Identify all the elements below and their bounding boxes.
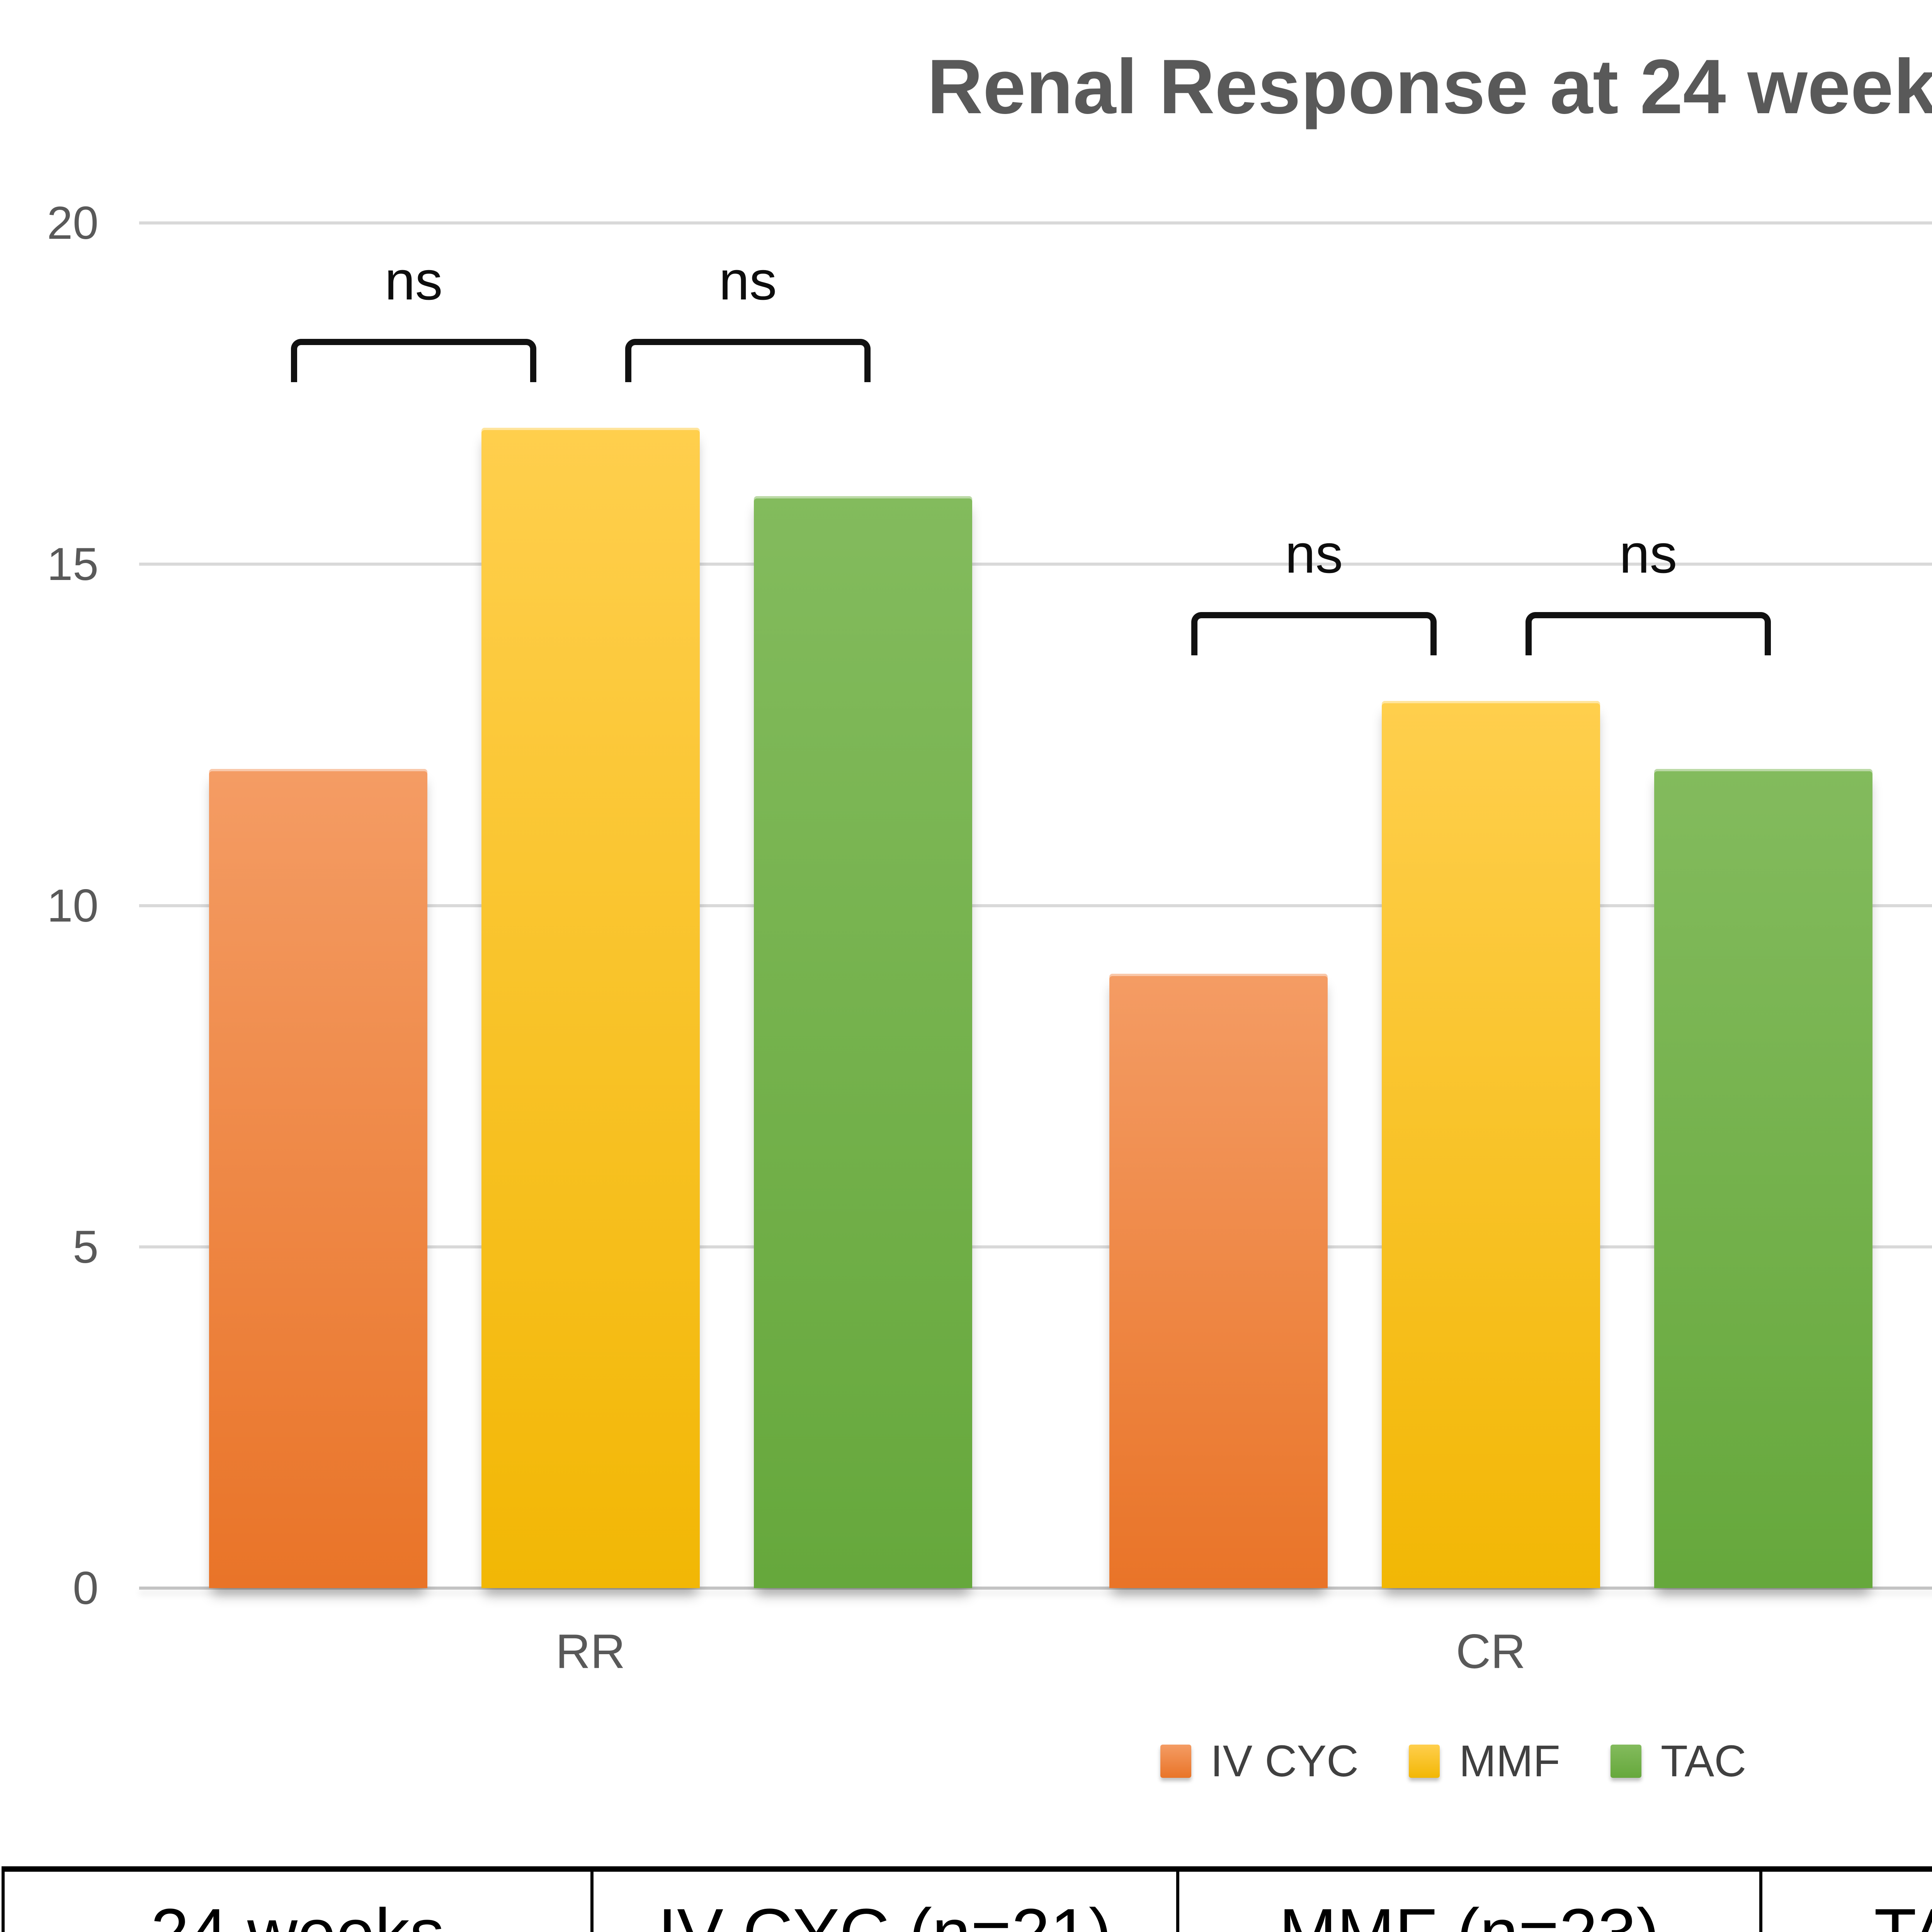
table-header-cell: IV CYC (n=21) [590, 1866, 1179, 1932]
legend-label: TAC [1660, 1736, 1747, 1786]
table-header-cell: 24 weeks [2, 1866, 594, 1932]
significance-bracket [625, 339, 871, 383]
bar-rr-mmf [481, 427, 700, 1588]
legend-swatch-icon [1160, 1745, 1191, 1778]
significance-label: ns [1619, 523, 1677, 585]
data-table: 24 weeksIV CYC (n=21)MMF (n=23)TAC (n=23… [2, 1866, 1932, 1932]
gridline [139, 563, 1932, 566]
y-tick-label: 10 [47, 879, 99, 932]
legend-label: IV CYC [1210, 1736, 1359, 1786]
bar-cr-mmf [1381, 701, 1600, 1588]
y-tick-label: 5 [73, 1221, 99, 1273]
category-label-cr: CR [1456, 1625, 1526, 1679]
significance-bracket [1191, 612, 1437, 655]
gridline [139, 904, 1932, 907]
legend-swatch-icon [1409, 1745, 1440, 1778]
legend-label: MMF [1459, 1736, 1560, 1786]
bar-cr-iv-cyc [1109, 974, 1328, 1588]
legend-item-iv-cyc: IV CYC [1160, 1736, 1359, 1787]
significance-label: ns [719, 250, 777, 312]
gridline [139, 221, 1932, 224]
bar-rr-iv-cyc [209, 769, 427, 1588]
table-header-row: 24 weeksIV CYC (n=21)MMF (n=23)TAC (n=23… [2, 1866, 1932, 1932]
legend-item-tac: TAC [1610, 1736, 1747, 1787]
category-label-rr: RR [555, 1625, 626, 1679]
y-tick-label: 20 [47, 197, 99, 249]
y-tick-label: 15 [47, 538, 99, 590]
legend-swatch-icon [1610, 1745, 1641, 1778]
significance-label: ns [384, 250, 443, 312]
significance-bracket [291, 339, 536, 383]
x-axis-line [139, 1587, 1932, 1590]
legend: IV CYC MMF TAC [0, 1734, 1932, 1788]
y-tick-label: 0 [73, 1562, 99, 1614]
gridline [139, 1245, 1932, 1248]
legend-item-mmf: MMF [1409, 1736, 1560, 1787]
significance-label: ns [1285, 523, 1343, 585]
bar-cr-tac [1654, 769, 1872, 1588]
table-header-cell: TAC (n=23) [1759, 1866, 1932, 1932]
bar-rr-tac [753, 496, 972, 1588]
table-header-cell: MMF (n=23) [1176, 1866, 1762, 1932]
chart-title: Renal Response at 24 weeks [927, 44, 1932, 130]
significance-bracket [1526, 612, 1771, 655]
